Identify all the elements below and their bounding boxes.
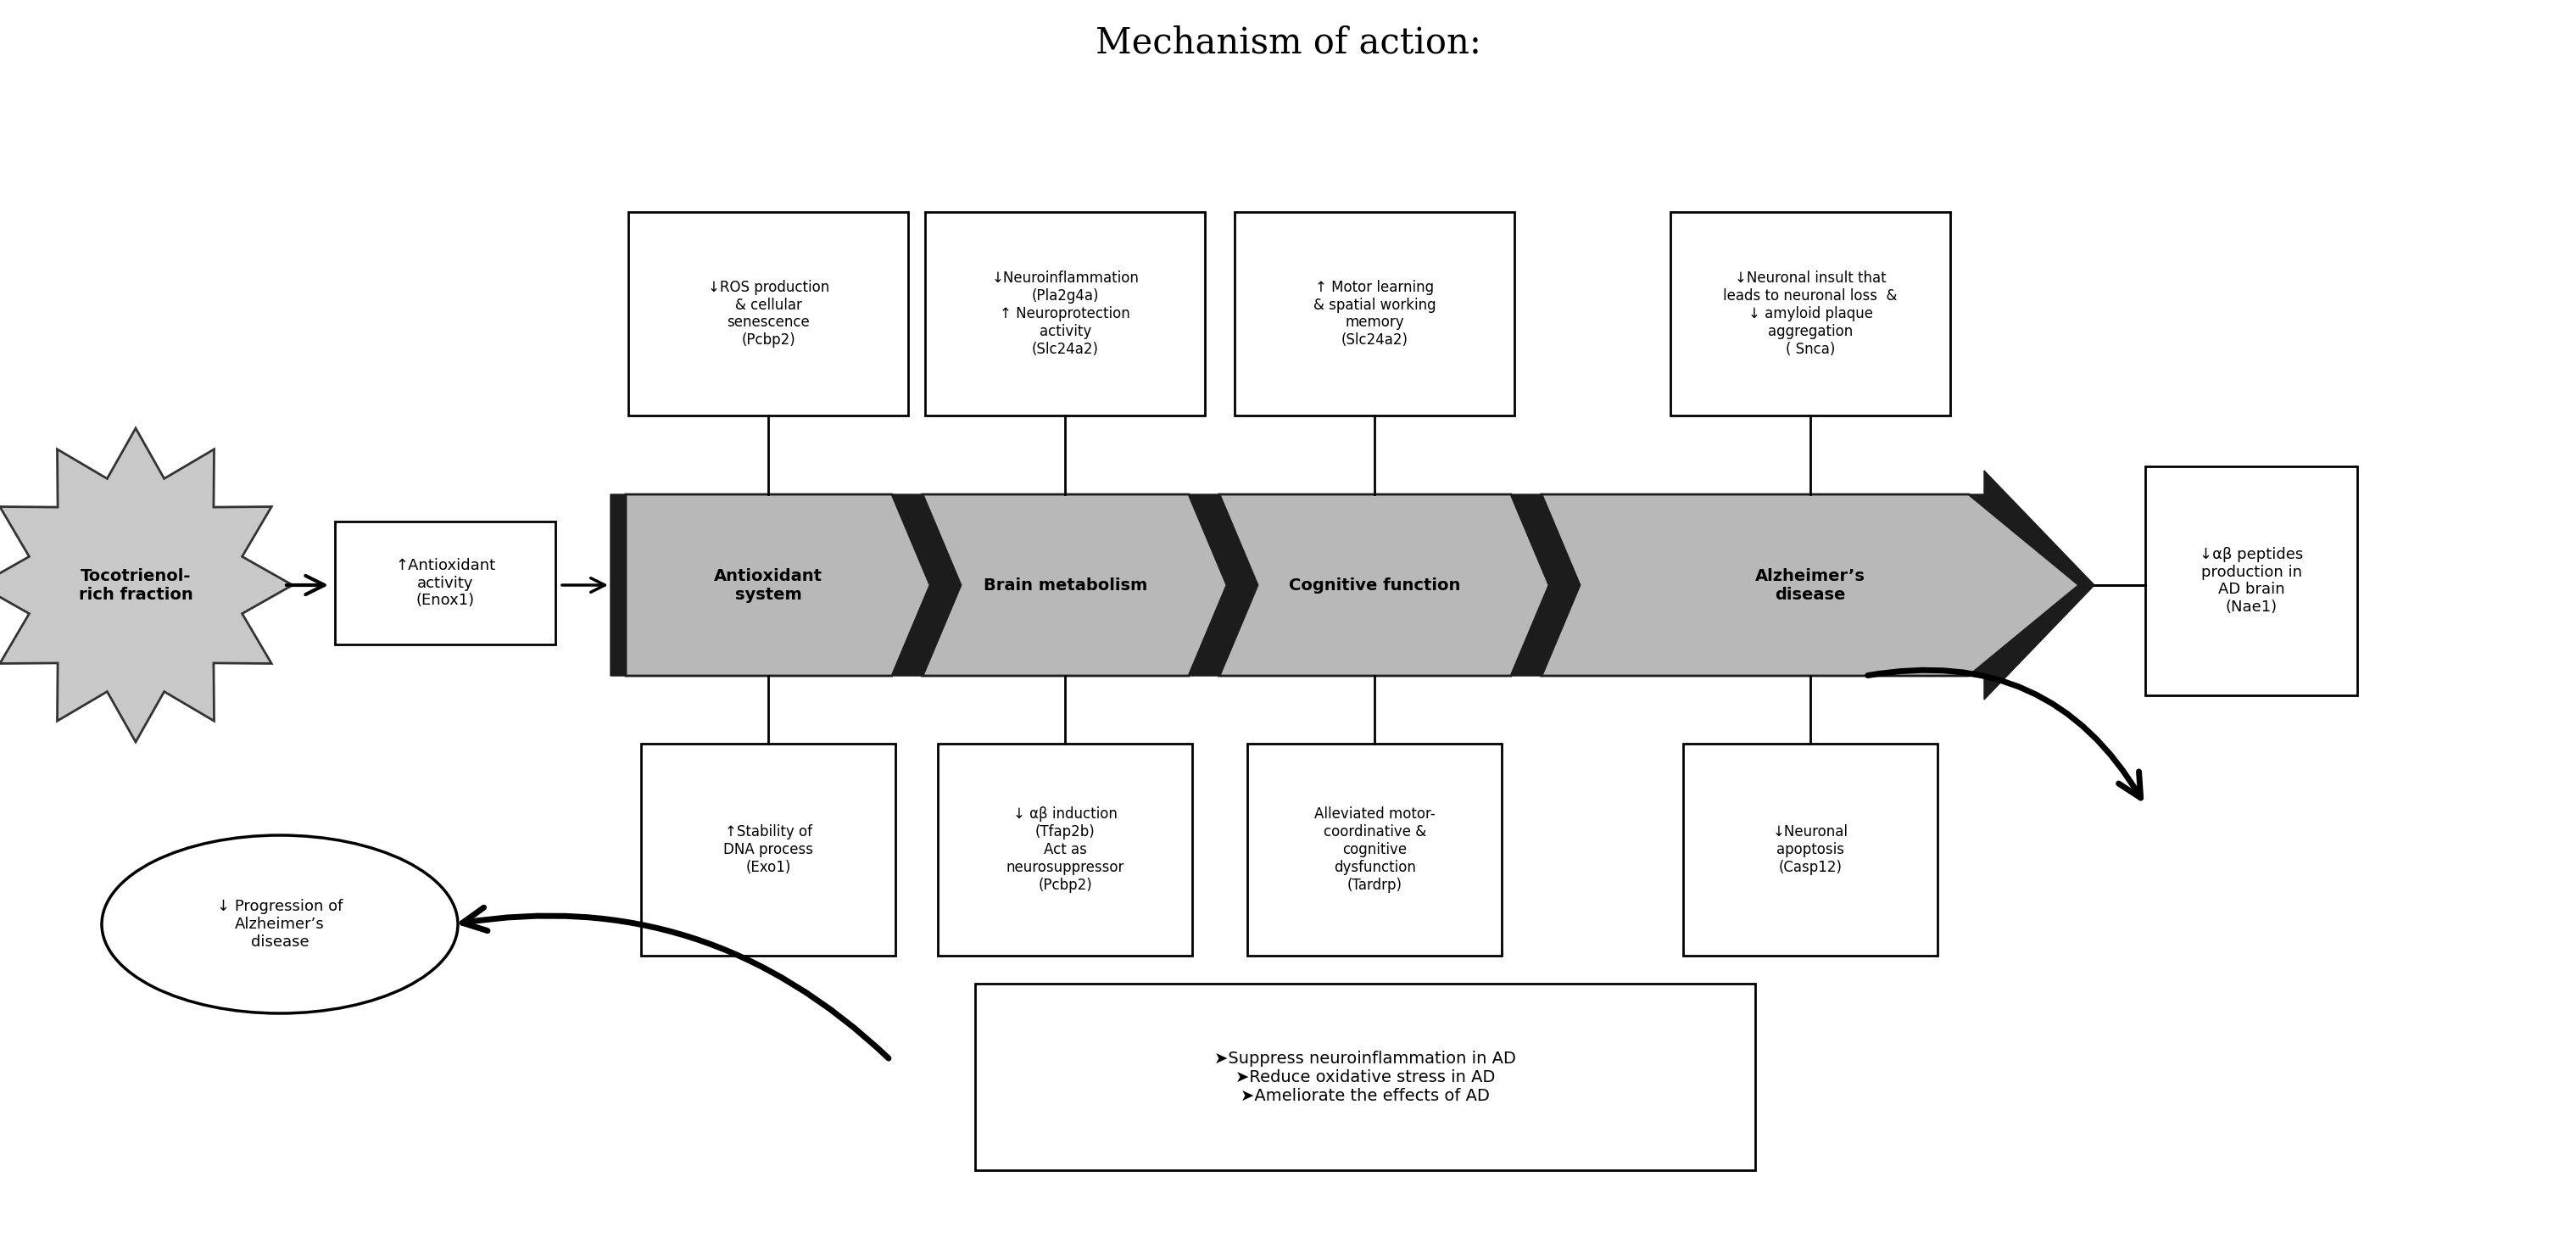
Text: ↓αβ peptides
production in
AD brain
(Nae1): ↓αβ peptides production in AD brain (Nae…: [2200, 547, 2303, 615]
Bar: [1234, 212, 1515, 415]
Bar: [1247, 744, 1502, 955]
Text: ↓ROS production
& cellular
senescence
(Pcbp2): ↓ROS production & cellular senescence (P…: [708, 280, 829, 348]
Text: ↓Neuronal
apoptosis
(Casp12): ↓Neuronal apoptosis (Casp12): [1772, 825, 1847, 875]
Polygon shape: [1218, 494, 1548, 676]
Text: Alleviated motor-
coordinative &
cognitive
dysfunction
(Tardrp): Alleviated motor- coordinative & cogniti…: [1314, 807, 1435, 892]
Text: ↓Neuronal insult that
leads to neuronal loss  &
↓ amyloid plaque
aggregation
( S: ↓Neuronal insult that leads to neuronal …: [1723, 271, 1899, 356]
Bar: [976, 984, 1754, 1170]
Polygon shape: [611, 471, 2094, 699]
Text: Cognitive function: Cognitive function: [1288, 577, 1461, 594]
Text: Brain metabolism: Brain metabolism: [984, 577, 1146, 594]
Bar: [335, 522, 556, 645]
Text: ➤Suppress neuroinflammation in AD
➤Reduce oxidative stress in AD
➤Ameliorate the: ➤Suppress neuroinflammation in AD ➤Reduc…: [1213, 1050, 1517, 1103]
Bar: [1669, 212, 1950, 415]
Bar: [641, 744, 896, 955]
Text: ↑Antioxidant
activity
(Enox1): ↑Antioxidant activity (Enox1): [394, 557, 495, 609]
Bar: [938, 744, 1193, 955]
Bar: [2146, 467, 2357, 695]
Text: ↑ Motor learning
& spatial working
memory
(Slc24a2): ↑ Motor learning & spatial working memor…: [1314, 280, 1435, 348]
Polygon shape: [0, 428, 294, 742]
Bar: [629, 212, 909, 415]
Bar: [1682, 744, 1937, 955]
Text: Antioxidant
system: Antioxidant system: [714, 567, 822, 602]
Text: ↑Stability of
DNA process
(Exo1): ↑Stability of DNA process (Exo1): [724, 825, 814, 875]
Ellipse shape: [100, 836, 459, 1013]
Text: Mechanism of action:: Mechanism of action:: [1095, 25, 1481, 60]
Text: Alzheimer’s
disease: Alzheimer’s disease: [1754, 567, 1865, 602]
Text: Tocotrienol-
rich fraction: Tocotrienol- rich fraction: [77, 567, 193, 602]
Bar: [925, 212, 1206, 415]
Text: ↓ Progression of
Alzheimer’s
disease: ↓ Progression of Alzheimer’s disease: [216, 899, 343, 950]
Polygon shape: [1540, 494, 2079, 676]
Polygon shape: [922, 494, 1226, 676]
Text: ↓Neuroinflammation
(Pla2g4a)
↑ Neuroprotection
activity
(Slc24a2): ↓Neuroinflammation (Pla2g4a) ↑ Neuroprot…: [992, 271, 1139, 356]
Polygon shape: [626, 494, 930, 676]
Text: ↓ αβ induction
(Tfap2b)
Act as
neurosuppressor
(Pcbp2): ↓ αβ induction (Tfap2b) Act as neurosupp…: [1007, 807, 1123, 892]
